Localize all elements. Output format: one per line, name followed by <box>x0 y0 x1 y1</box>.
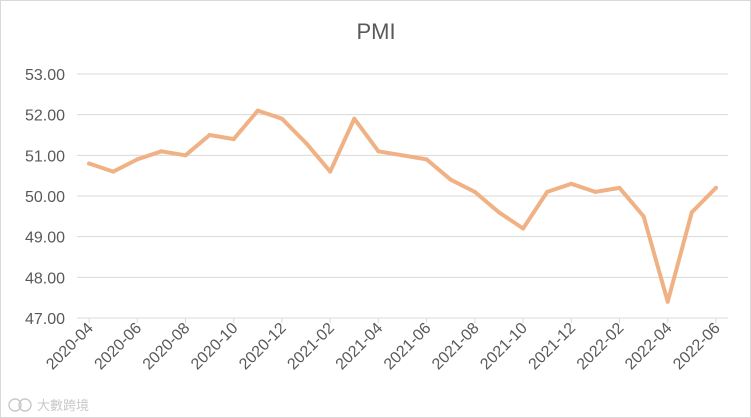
data-point <box>593 189 598 194</box>
x-tick-label: 2021-12 <box>526 320 580 374</box>
x-tick-label: 2021-06 <box>381 320 435 374</box>
data-point <box>641 214 646 219</box>
data-point <box>87 161 92 166</box>
x-tick-label: 2021-02 <box>284 320 338 374</box>
x-tick-label: 2021-08 <box>429 320 483 374</box>
data-point <box>304 141 309 146</box>
data-point <box>665 299 670 304</box>
y-tick-label: 52.00 <box>25 108 65 125</box>
data-point <box>279 116 284 121</box>
x-tick-label: 2020-10 <box>188 320 242 374</box>
x-tick-label: 2022-04 <box>622 320 676 374</box>
data-point <box>376 149 381 154</box>
x-tick-label: 2022-06 <box>670 320 724 374</box>
data-point <box>496 210 501 215</box>
watermark-text: 大數跨境 <box>37 399 89 414</box>
data-point <box>448 177 453 182</box>
data-point <box>545 189 550 194</box>
x-tick-label: 2022-02 <box>574 320 628 374</box>
pmi-series-line <box>87 108 718 304</box>
x-tick-label: 2020-08 <box>140 320 194 374</box>
data-point <box>135 157 140 162</box>
y-tick-label: 49.00 <box>25 230 65 247</box>
data-point <box>400 153 405 158</box>
data-point <box>424 157 429 162</box>
data-point <box>569 181 574 186</box>
y-tick-label: 50.00 <box>25 189 65 206</box>
data-point <box>255 108 260 113</box>
data-point <box>328 169 333 174</box>
x-axis-ticks: 2020-042020-062020-082020-102020-122021-… <box>43 318 724 373</box>
x-tick-label: 2021-10 <box>477 320 531 374</box>
data-point <box>521 226 526 231</box>
y-tick-label: 48.00 <box>25 270 65 287</box>
x-tick-label: 2021-04 <box>333 320 387 374</box>
data-point <box>689 210 694 215</box>
data-point <box>713 185 718 190</box>
y-tick-label: 51.00 <box>25 148 65 165</box>
chart-title: PMI <box>356 19 395 44</box>
data-point <box>207 133 212 137</box>
y-tick-label: 47.00 <box>25 311 65 328</box>
y-tick-label: 53.00 <box>25 67 65 84</box>
ks-logo-icon <box>8 398 32 412</box>
data-point <box>617 185 622 190</box>
data-point <box>472 189 477 194</box>
data-point <box>111 169 116 174</box>
pmi-series <box>87 108 718 304</box>
data-point <box>231 137 236 142</box>
x-tick-label: 2020-12 <box>236 320 290 374</box>
data-point <box>183 153 188 158</box>
data-point <box>352 116 357 121</box>
data-point <box>159 149 164 154</box>
y-axis-ticks: 47.00 48.00 49.00 50.00 51.00 52.00 53.00 <box>25 67 65 328</box>
x-tick-label: 2020-06 <box>92 320 146 374</box>
watermark: 大數跨境 <box>8 398 89 414</box>
gridlines <box>77 73 728 319</box>
